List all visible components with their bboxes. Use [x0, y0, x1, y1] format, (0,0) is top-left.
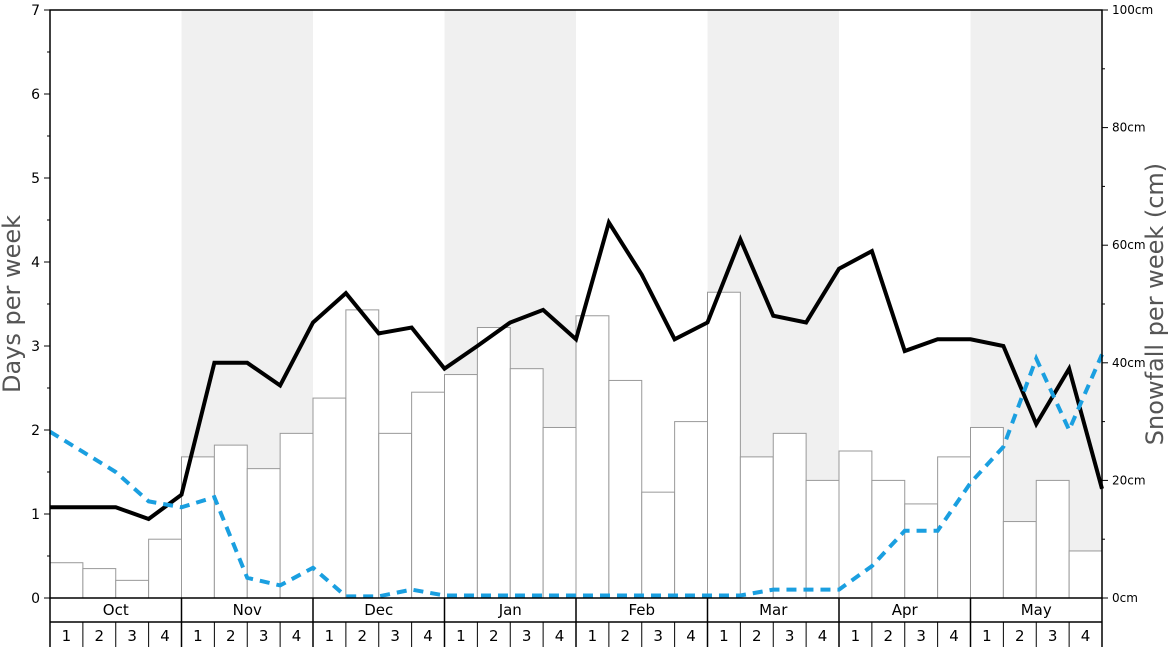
week-label: 3 [916, 627, 926, 645]
snowfall-bar [641, 491, 676, 599]
left-tick-label: 0 [31, 591, 40, 607]
month-label-may: May [1021, 601, 1052, 619]
snowfall-bar [739, 456, 774, 599]
week-label: 2 [621, 627, 631, 645]
snowfall-bar [279, 432, 314, 599]
snowfall-bar [312, 397, 347, 599]
right-tick-label: 100cm [1112, 3, 1153, 17]
week-label: 3 [259, 627, 269, 645]
snowfall-bar [575, 315, 610, 599]
week-label: 4 [555, 627, 565, 645]
week-label: 4 [1081, 627, 1091, 645]
right-tick-label: 40cm [1112, 356, 1146, 370]
week-label: 1 [588, 627, 598, 645]
week-label: 3 [127, 627, 137, 645]
snowfall-bar [542, 426, 577, 599]
right-axis-title: Snowfall per week (cm) [1141, 163, 1168, 445]
left-tick-label: 7 [31, 3, 40, 19]
right-tick-label: 80cm [1112, 121, 1146, 135]
left-tick-label: 6 [31, 87, 40, 103]
month-label-dec: Dec [364, 601, 393, 619]
week-label: 2 [884, 627, 894, 645]
right-tick-label: 60cm [1112, 238, 1146, 252]
month-label-jan: Jan [498, 601, 522, 619]
week-label: 2 [358, 627, 368, 645]
week-label: 3 [390, 627, 400, 645]
week-label: 2 [95, 627, 105, 645]
snowfall-bar [115, 579, 150, 599]
snowfall-bar [838, 450, 873, 599]
left-tick-label: 1 [31, 507, 40, 523]
snowfall-bar [871, 479, 906, 599]
left-y-axis: 0 1 2 3 4 5 6 7 [31, 3, 50, 607]
week-label: 4 [949, 627, 959, 645]
left-tick-label: 5 [31, 171, 40, 187]
month-label-mar: Mar [759, 601, 788, 619]
snowfall-bar [49, 562, 84, 599]
week-label: 1 [719, 627, 729, 645]
snowfall-bar [772, 432, 807, 599]
snowfall-bar [970, 426, 1004, 599]
right-y-axis: 0cm 20cm 40cm 60cm 80cm 100cm [1102, 3, 1153, 605]
left-tick-label: 3 [31, 339, 40, 355]
week-label: 4 [686, 627, 696, 645]
left-axis-title: Days per week [0, 215, 26, 393]
snowfall-bar [937, 456, 971, 599]
snowfall-bar [476, 327, 511, 599]
week-label: 3 [522, 627, 532, 645]
week-label: 1 [982, 627, 992, 645]
week-label: 1 [325, 627, 335, 645]
snowfall-bar [345, 309, 380, 599]
snowfall-bar [1002, 521, 1037, 599]
right-tick-label: 20cm [1112, 473, 1146, 487]
month-label-feb: Feb [628, 601, 655, 619]
day-lines [48, 217, 1104, 599]
week-label: 2 [226, 627, 236, 645]
week-label: 2 [752, 627, 762, 645]
snowfall-bar [707, 291, 741, 599]
week-label: 1 [456, 627, 466, 645]
week-label: 3 [785, 627, 795, 645]
week-label: 4 [423, 627, 433, 645]
week-label: 1 [851, 627, 861, 645]
snowfall-bars [49, 291, 1103, 599]
week-label: 3 [1048, 627, 1058, 645]
snowfall-bar [213, 444, 248, 599]
week-label: 2 [489, 627, 499, 645]
week-label: 4 [160, 627, 170, 645]
left-tick-label: 4 [31, 255, 40, 271]
snowfall-bar [674, 421, 708, 599]
snowfall-bar [1035, 479, 1070, 599]
snowfall-bar [904, 503, 939, 599]
week-label: 4 [818, 627, 828, 645]
snowfall-bar [608, 379, 643, 599]
snowfall-bar [411, 391, 445, 599]
x-axis-months-weeks: Oct 1 2 3 4 Nov 1 2 3 4 Dec 1 2 3 4 Jan 1 2 3 4 Feb 1 2 3 4 Mar 1 2… [49, 598, 1103, 647]
snowfall-bar [444, 374, 478, 599]
month-label-oct: Oct [103, 601, 129, 619]
snowfall-bar [148, 538, 182, 599]
week-label: 1 [62, 627, 72, 645]
snowfall-bar [82, 568, 117, 599]
month-label-apr: Apr [892, 601, 919, 619]
snowfall-bar [805, 479, 840, 599]
right-tick-label: 0cm [1112, 591, 1138, 605]
week-label: 2 [1015, 627, 1025, 645]
week-label: 3 [653, 627, 663, 645]
snowfall-bar [378, 432, 413, 599]
left-tick-label: 2 [31, 423, 40, 439]
month-label-nov: Nov [233, 601, 262, 619]
week-label: 1 [193, 627, 203, 645]
week-label: 4 [292, 627, 302, 645]
snowfall-bar [1068, 550, 1103, 599]
snowfall-bar [509, 368, 544, 599]
solid-days-line [50, 217, 1104, 522]
